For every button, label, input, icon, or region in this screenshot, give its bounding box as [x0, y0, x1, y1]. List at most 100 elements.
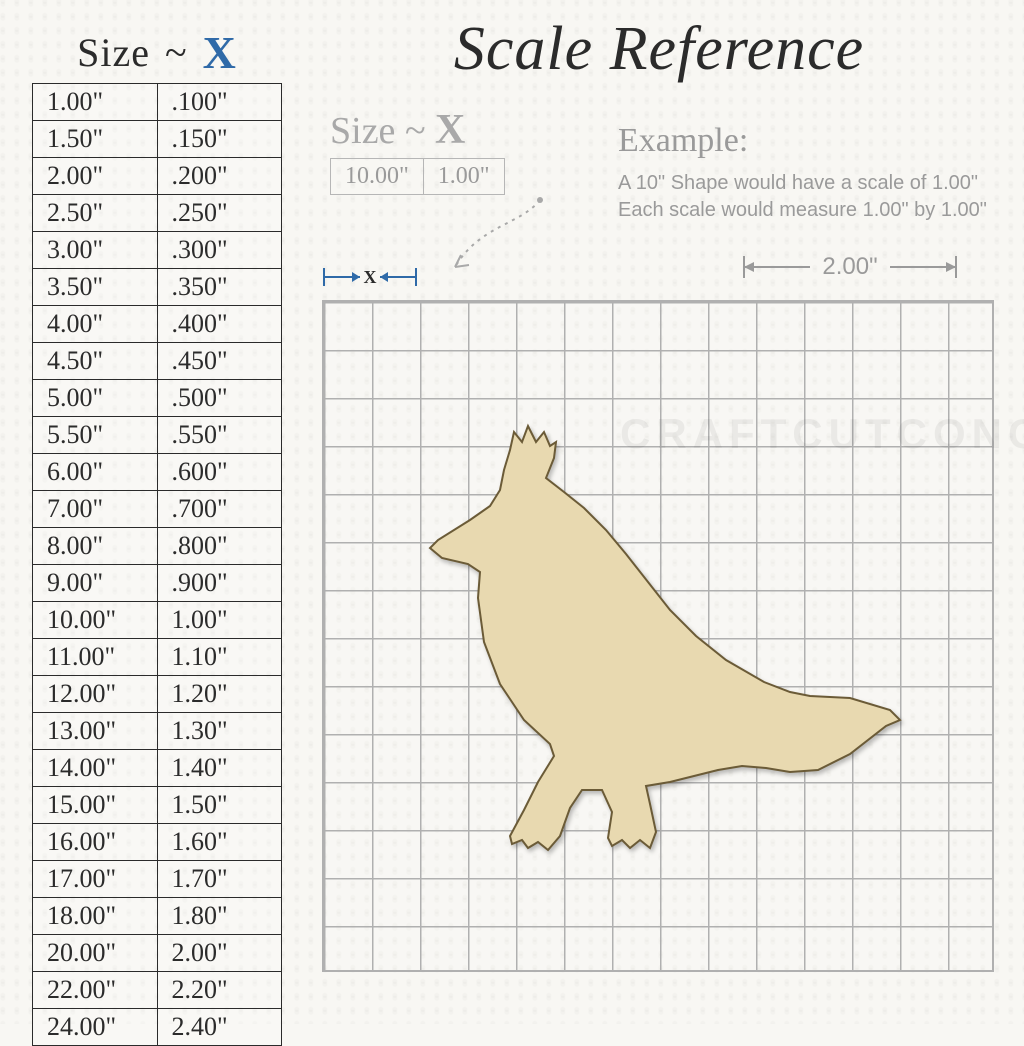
table-row: 17.00"1.70" [33, 861, 282, 898]
size-cell: 11.00" [33, 639, 158, 676]
x-glyph: X [203, 27, 237, 78]
size-cell: 16.00" [33, 824, 158, 861]
table-row: 2.50".250" [33, 195, 282, 232]
table-row: 12.00"1.20" [33, 676, 282, 713]
table-row: 1.50".150" [33, 121, 282, 158]
scale-cell: .250" [157, 195, 282, 232]
example-size-table: 10.00" 1.00" [330, 158, 505, 195]
size-cell: 4.00" [33, 306, 158, 343]
size-cell: 17.00" [33, 861, 158, 898]
size-cell: 13.00" [33, 713, 158, 750]
scale-cell: .700" [157, 491, 282, 528]
size-cell: 6.00" [33, 454, 158, 491]
size-cell: 12.00" [33, 676, 158, 713]
table-row: 6.00".600" [33, 454, 282, 491]
size-cell: 5.00" [33, 380, 158, 417]
size-cell: 3.50" [33, 269, 158, 306]
scale-cell: 1.60" [157, 824, 282, 861]
table-row: 3.00".300" [33, 232, 282, 269]
table-row: 3.50".350" [33, 269, 282, 306]
table-row: 16.00"1.60" [33, 824, 282, 861]
scale-cell: 1.70" [157, 861, 282, 898]
scale-cell: .300" [157, 232, 282, 269]
table-row: 8.00".800" [33, 528, 282, 565]
sub-x-glyph: X [435, 107, 465, 153]
example-text: Example: A 10" Shape would have a scale … [618, 118, 998, 224]
x-letter: X [364, 267, 377, 287]
reference-grid [322, 300, 994, 972]
scale-cell: .800" [157, 528, 282, 565]
scale-cell: .400" [157, 306, 282, 343]
watermark-text: CRAFTCUTCONCEPTS [620, 410, 1024, 458]
scale-cell: 1.80" [157, 898, 282, 935]
scale-cell: 1.30" [157, 713, 282, 750]
table-row: 11.00"1.10" [33, 639, 282, 676]
table-row: 20.00"2.00" [33, 935, 282, 972]
size-table-header: Size ~ X [32, 24, 282, 77]
scale-cell: 1.50" [157, 787, 282, 824]
scale-cell: 1.20" [157, 676, 282, 713]
table-row: 24.00"2.40" [33, 1009, 282, 1046]
size-cell: 15.00" [33, 787, 158, 824]
size-cell: 4.50" [33, 343, 158, 380]
table-row: 9.00".900" [33, 565, 282, 602]
size-cell: 22.00" [33, 972, 158, 1009]
scale-cell: 1.40" [157, 750, 282, 787]
size-cell: 8.00" [33, 528, 158, 565]
scale-cell: 1.10" [157, 639, 282, 676]
sub-size-label: Size [330, 110, 395, 152]
table-row: 5.00".500" [33, 380, 282, 417]
size-label: Size [77, 30, 150, 75]
table-row: 1.00".100" [33, 84, 282, 121]
size-cell: 18.00" [33, 898, 158, 935]
scale-cell: 2.20" [157, 972, 282, 1009]
scale-cell: .200" [157, 158, 282, 195]
table-row: 15.00"1.50" [33, 787, 282, 824]
size-cell: 7.00" [33, 491, 158, 528]
example-heading: Example: [618, 118, 998, 164]
size-cell: 2.50" [33, 195, 158, 232]
scale-cell: 1.00" [157, 602, 282, 639]
table-row: 5.50".550" [33, 417, 282, 454]
table-row: 14.00"1.40" [33, 750, 282, 787]
scale-cell: .550" [157, 417, 282, 454]
size-scale-table: 1.00".100"1.50".150"2.00".200"2.50".250"… [32, 83, 282, 1046]
table-row: 4.50".450" [33, 343, 282, 380]
scale-cell: .150" [157, 121, 282, 158]
scale-cell: .450" [157, 343, 282, 380]
dotted-callout-arrow-icon [450, 195, 570, 275]
scale-cell: .600" [157, 454, 282, 491]
example-scale-cell: 1.00" [423, 159, 504, 195]
table-row: 2.00".200" [33, 158, 282, 195]
table-row: 13.00"1.30" [33, 713, 282, 750]
table-row: 7.00".700" [33, 491, 282, 528]
two-inch-bracket: 2.00" [740, 250, 960, 284]
table-row: 10.00"1.00" [33, 602, 282, 639]
size-cell: 20.00" [33, 935, 158, 972]
table-row: 22.00"2.20" [33, 972, 282, 1009]
scale-cell: .350" [157, 269, 282, 306]
size-cell: 1.50" [33, 121, 158, 158]
svg-text:2.00": 2.00" [822, 253, 877, 280]
example-size-block: Size ~ X 10.00" 1.00" [330, 106, 505, 195]
scale-cell: .500" [157, 380, 282, 417]
size-cell: 5.50" [33, 417, 158, 454]
size-cell: 2.00" [33, 158, 158, 195]
size-cell: 9.00" [33, 565, 158, 602]
scale-cell: 2.40" [157, 1009, 282, 1046]
size-cell: 24.00" [33, 1009, 158, 1046]
scale-cell: .900" [157, 565, 282, 602]
size-cell: 3.00" [33, 232, 158, 269]
page-title: Scale Reference [310, 14, 1008, 85]
size-cell: 10.00" [33, 602, 158, 639]
example-size-cell: 10.00" [331, 159, 424, 195]
table-row: 4.00".400" [33, 306, 282, 343]
x-dimension-marker: X [322, 262, 418, 292]
sub-tilde: ~ [405, 110, 426, 152]
scale-cell: 2.00" [157, 935, 282, 972]
scale-cell: .100" [157, 84, 282, 121]
table-row: 18.00"1.80" [33, 898, 282, 935]
example-line-1: A 10" Shape would have a scale of 1.00" [618, 170, 998, 197]
tilde: ~ [165, 30, 188, 75]
size-cell: 14.00" [33, 750, 158, 787]
